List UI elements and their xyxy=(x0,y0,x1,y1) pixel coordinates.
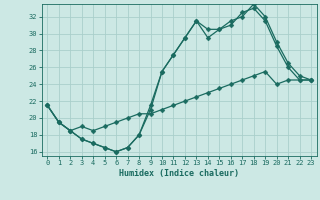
X-axis label: Humidex (Indice chaleur): Humidex (Indice chaleur) xyxy=(119,169,239,178)
